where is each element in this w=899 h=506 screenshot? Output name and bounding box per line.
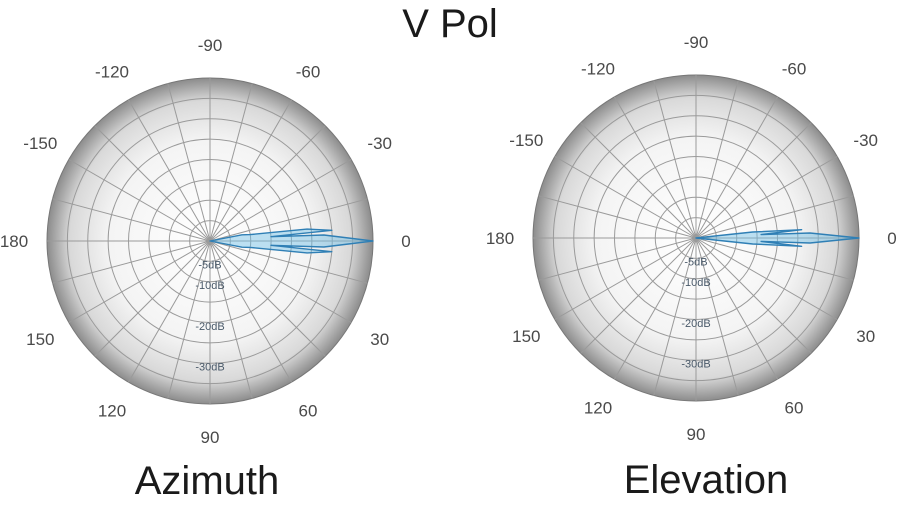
elevation-grid-spoke	[695, 237, 812, 354]
elevation-polar-plot: 0 -30 -60 -90 -120 -150 180 150 120 90 60 30 -30dB -2…	[486, 33, 897, 444]
elevation-grid-spoke	[695, 122, 812, 239]
azimuth-grid-spoke	[209, 240, 368, 284]
azimuth-grid-spoke	[209, 240, 292, 383]
elevation-grid-spoke	[695, 80, 739, 239]
azimuth-grid-spoke	[94, 240, 211, 357]
elevation-angle-tick: 120	[584, 399, 612, 418]
elevation-angle-tick: 0	[887, 229, 896, 248]
azimuth-grid-spoke	[209, 198, 368, 242]
azimuth-grid-spoke	[128, 99, 211, 242]
elevation-angle-tick: 60	[785, 399, 804, 418]
elevation-angle-tick: 150	[512, 327, 540, 346]
azimuth-angle-tick: 180	[0, 232, 28, 251]
elevation-grid-spoke	[653, 237, 697, 396]
elevation-angle-tick: 180	[486, 229, 514, 248]
elevation-grid-spoke	[695, 96, 778, 239]
azimuth-grid-spoke	[209, 99, 292, 242]
elevation-grid-spoke	[614, 96, 697, 239]
azimuth-radial-label: -5dB	[198, 260, 221, 272]
azimuth-grid-spoke	[167, 83, 211, 242]
azimuth-grid-spoke	[52, 240, 211, 284]
azimuth-grid-spoke	[209, 240, 352, 323]
azimuth-radial-label: -20dB	[195, 321, 224, 333]
elevation-angle-tick: -30	[853, 131, 878, 150]
elevation-angle-tick: -60	[782, 59, 807, 78]
azimuth-radial-label: -10dB	[195, 280, 224, 292]
azimuth-angle-tick: -30	[367, 134, 392, 153]
elevation-angle-tick: 90	[687, 425, 706, 444]
elevation-grid-spoke	[538, 237, 697, 281]
azimuth-angle-tick: -150	[23, 134, 57, 153]
elevation-grid-spoke	[554, 237, 697, 320]
azimuth-angle-tick: 60	[299, 402, 318, 421]
elevation-angle-tick: -90	[684, 33, 709, 52]
azimuth-grid-spoke	[209, 159, 352, 242]
elevation-radial-label: -5dB	[684, 257, 707, 269]
elevation-radial-label: -30dB	[681, 359, 710, 371]
azimuth-polar-plot: 0 -30 -60 -90 -120 -150 180 150 120 90 60 30 -30dB -2…	[0, 36, 411, 447]
azimuth-grid-spoke	[68, 240, 211, 323]
elevation-grid-spoke	[653, 80, 697, 239]
azimuth-radial-label: -30dB	[195, 362, 224, 374]
elevation-grid-spoke	[695, 237, 739, 396]
azimuth-grid-spoke	[52, 198, 211, 242]
elevation-grid-spoke	[538, 195, 697, 239]
azimuth-grid-spoke	[209, 240, 326, 357]
elevation-grid-spoke	[695, 237, 778, 380]
elevation-subtitle: Elevation	[624, 458, 789, 502]
elevation-grid-spoke	[695, 237, 838, 320]
azimuth-grid-spoke	[94, 125, 211, 242]
elevation-grid-spoke	[614, 237, 697, 380]
azimuth-grid-spoke	[209, 240, 253, 399]
elevation-angle-tick: -150	[509, 131, 543, 150]
azimuth-subtitle: Azimuth	[135, 459, 280, 503]
azimuth-pattern-lobe	[209, 228, 374, 254]
elevation-radial-label: -10dB	[681, 277, 710, 289]
elevation-radial-label: -20dB	[681, 318, 710, 330]
elevation-pattern-lobe	[695, 229, 860, 247]
azimuth-angle-tick: 150	[26, 330, 54, 349]
elevation-angle-tick: 30	[856, 327, 875, 346]
azimuth-angle-tick: -120	[95, 62, 129, 81]
azimuth-angle-tick: 120	[98, 402, 126, 421]
elevation-grid-spoke	[695, 237, 854, 281]
elevation-grid-spoke	[695, 195, 854, 239]
azimuth-grid-spoke	[167, 240, 211, 399]
azimuth-angle-tick: 90	[201, 428, 220, 447]
elevation-angle-tick: -120	[581, 59, 615, 78]
azimuth-grid-spoke	[209, 83, 253, 242]
azimuth-grid-spoke	[209, 125, 326, 242]
azimuth-angle-tick: -60	[296, 62, 321, 81]
elevation-grid-spoke	[695, 156, 838, 239]
azimuth-angle-tick: -90	[198, 36, 223, 55]
azimuth-grid-spoke	[128, 240, 211, 383]
elevation-grid-spoke	[554, 156, 697, 239]
elevation-grid-spoke	[580, 122, 697, 239]
azimuth-angle-tick: 0	[401, 232, 410, 251]
elevation-grid-spoke	[580, 237, 697, 354]
chart-title: V Pol	[402, 2, 498, 46]
azimuth-angle-tick: 30	[370, 330, 389, 349]
azimuth-grid-spoke	[68, 159, 211, 242]
